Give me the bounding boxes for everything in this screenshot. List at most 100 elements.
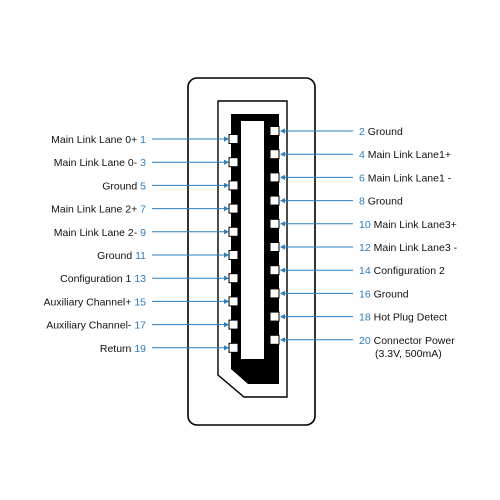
pin-name: Ground: [102, 180, 140, 192]
pin-contact: [228, 203, 239, 214]
arrow-icon: [224, 345, 229, 351]
pin-contact: [228, 157, 239, 168]
pin-row-left: Main Link Lane 2- 9: [54, 226, 239, 239]
pin-label: Return 19: [100, 343, 146, 355]
pin-contact: [228, 273, 239, 284]
arrow-icon: [224, 159, 229, 165]
pin-name: Main Link Lane 2-: [54, 227, 140, 239]
pin-number: 8: [359, 196, 365, 208]
pin-sublabel: (3.3V, 500mA): [375, 348, 442, 360]
pin-row-right: 14 Configuration 2: [269, 265, 445, 277]
arrow-icon: [280, 314, 285, 320]
pin-number: 18: [359, 312, 371, 324]
pin-name: Ground: [371, 288, 409, 300]
arrow-icon: [280, 221, 285, 227]
right-pin-column: 2 Ground 4 Main Link Lane1+ 6 Main Link La…: [269, 126, 458, 360]
pin-contact: [269, 265, 280, 276]
pin-name: Ground: [365, 126, 403, 138]
pin-label: 18 Hot Plug Detect: [359, 312, 447, 324]
pin-name: Return: [100, 343, 134, 355]
arrow-icon: [280, 267, 285, 273]
pin-row-right: 12 Main Link Lane3 -: [269, 242, 458, 254]
pin-label: 4 Main Link Lane1+: [359, 149, 451, 161]
pin-contact: [269, 334, 280, 345]
pin-row-left: Ground 5: [102, 180, 239, 192]
pin-name: Hot Plug Detect: [371, 312, 448, 324]
arrow-icon: [224, 275, 229, 281]
pin-label: 6 Main Link Lane1 -: [359, 172, 452, 184]
pin-number: 9: [140, 227, 146, 239]
pin-contact: [228, 342, 239, 353]
pin-number: 15: [134, 296, 146, 308]
pin-contact: [228, 134, 239, 144]
pin-contact: [228, 180, 239, 191]
pin-label: 8 Ground: [359, 196, 403, 208]
pin-row-right: 16 Ground: [269, 288, 409, 300]
pin-row-left: Auxiliary Channel+ 15: [44, 296, 239, 308]
pin-contact: [269, 218, 280, 229]
pin-row-left: Ground 11: [97, 250, 239, 262]
center-tongue: [241, 121, 264, 359]
arrow-icon: [280, 174, 285, 180]
pin-label: Main Link Lane 0+ 1: [51, 134, 146, 146]
pin-number: 6: [359, 172, 365, 184]
pin-label: Auxiliary Channel+ 15: [44, 296, 147, 308]
pin-label: 10 Main Link Lane3+: [359, 219, 457, 231]
pin-contact: [228, 319, 239, 330]
pin-name: Ground: [97, 250, 135, 262]
pin-name: Main Link Lane 0-: [54, 157, 140, 169]
pin-contact: [228, 296, 239, 307]
pin-label: Ground 11: [97, 250, 146, 262]
arrow-icon: [280, 198, 285, 204]
arrow-icon: [280, 128, 285, 134]
arrow-icon: [224, 229, 229, 235]
pin-name: Connector Power: [371, 335, 456, 347]
pin-label: 12 Main Link Lane3 -: [359, 242, 458, 254]
pin-contact: [269, 288, 280, 299]
pin-number: 5: [140, 180, 146, 192]
arrow-icon: [280, 151, 285, 157]
arrow-icon: [280, 244, 285, 250]
pin-row-right: 8 Ground: [269, 195, 403, 208]
pin-label: Main Link Lane 2- 9: [54, 227, 146, 239]
pin-number: 12: [359, 242, 371, 254]
pin-number: 19: [134, 343, 146, 355]
pin-name: Auxiliary Channel+: [44, 296, 135, 308]
arrow-icon: [224, 206, 229, 212]
pin-contact: [269, 126, 280, 136]
pin-name: Ground: [365, 196, 403, 208]
pin-number: 7: [140, 204, 146, 216]
pin-label: 14 Configuration 2: [359, 265, 445, 277]
arrow-icon: [224, 136, 229, 142]
pin-number: 2: [359, 126, 365, 138]
pin-label: 20 Connector Power: [359, 335, 455, 347]
pin-label: 16 Ground: [359, 288, 409, 300]
pin-row-right: 2 Ground: [269, 126, 403, 138]
pin-label: Configuration 1 13: [60, 273, 146, 285]
pin-number: 1: [140, 134, 146, 146]
pin-name: Main Link Lane1 -: [365, 172, 452, 184]
pin-name: Main Link Lane 2+: [51, 204, 140, 216]
pin-number: 17: [134, 320, 146, 332]
pin-name: Auxiliary Channel-: [46, 320, 134, 332]
pin-contact: [269, 195, 280, 206]
arrow-icon: [280, 337, 285, 343]
connector-housing: [187, 77, 316, 426]
pin-name: Main Link Lane 0+: [51, 134, 140, 146]
pin-contact: [269, 311, 280, 322]
pin-label: 2 Ground: [359, 126, 403, 138]
pin-name: Configuration 1: [60, 273, 134, 285]
pin-number: 13: [134, 273, 146, 285]
arrow-icon: [224, 252, 229, 258]
pin-label: Ground 5: [102, 180, 146, 192]
pin-row-left: Main Link Lane 0+ 1: [51, 134, 239, 146]
pin-name: Main Link Lane1+: [365, 149, 451, 161]
pin-contact: [269, 149, 280, 160]
arrow-icon: [224, 322, 229, 328]
pin-label: Auxiliary Channel- 17: [46, 320, 146, 332]
pin-contact: [228, 226, 239, 237]
pin-contact: [269, 242, 280, 252]
